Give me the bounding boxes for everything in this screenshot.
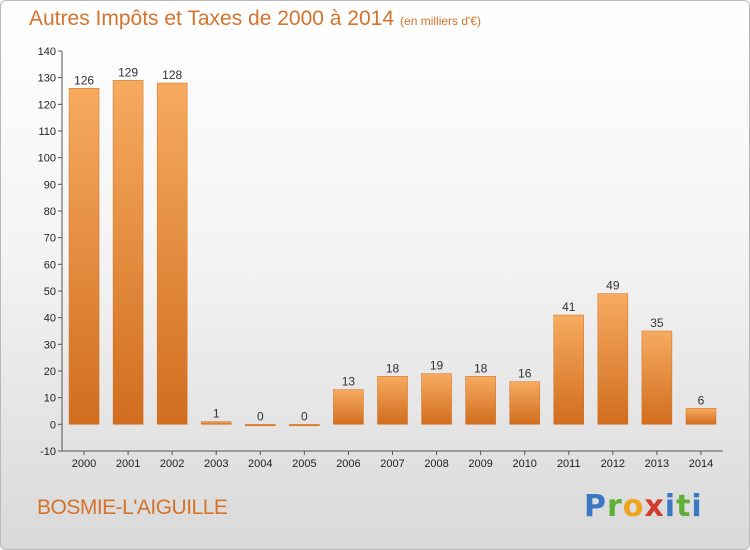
chart-title-text: Autres Impôts et Taxes de 2000 à 2014 [29, 7, 395, 30]
bar-value-label: 41 [562, 300, 576, 314]
x-tick-label: 2005 [292, 458, 316, 470]
y-tick-label: 90 [44, 179, 56, 191]
y-tick-label: 130 [38, 73, 56, 85]
bar-value-label: 35 [650, 316, 664, 330]
chart-unit: (en milliers d'€) [400, 14, 482, 28]
commune-name: BOSMIE-L'AIGUILLE [37, 496, 228, 519]
x-tick-label: 2001 [116, 458, 140, 470]
bar [509, 381, 540, 425]
y-tick-label: 100 [38, 153, 56, 165]
bar [112, 80, 144, 425]
bar [553, 314, 585, 425]
x-tick-label: 2003 [204, 458, 228, 470]
bar [377, 376, 408, 425]
y-tick-label: 80 [44, 206, 56, 218]
bar [597, 293, 629, 425]
bar-value-label: 49 [606, 279, 620, 293]
y-tick-label: -10 [40, 446, 56, 458]
y-tick-label: 60 [44, 259, 56, 271]
bar-value-label: 18 [474, 361, 488, 375]
x-tick-label: 2006 [336, 458, 360, 470]
bar-value-label: 16 [518, 367, 532, 381]
bar-value-label: 129 [118, 65, 138, 79]
x-tick-label: 2002 [160, 458, 184, 470]
y-tick-label: 40 [44, 313, 56, 325]
y-tick-label: 0 [50, 419, 56, 431]
bar-value-label: 1 [213, 407, 220, 421]
bar-value-label: 19 [430, 359, 444, 373]
y-tick-label: 20 [44, 366, 56, 378]
bar-value-label: 128 [162, 68, 182, 82]
x-tick-label: 2009 [468, 458, 492, 470]
x-tick-label: 2004 [248, 458, 272, 470]
bar [421, 373, 452, 425]
bar-value-label: 13 [342, 375, 356, 389]
bar [200, 421, 232, 425]
bar-value-label: 18 [386, 361, 400, 375]
y-tick-label: 50 [44, 286, 56, 298]
bar [685, 408, 717, 425]
x-tick-label: 2000 [72, 458, 96, 470]
bar [68, 88, 100, 425]
y-tick-label: 10 [44, 393, 56, 405]
bar [289, 424, 320, 427]
y-tick-label: 120 [38, 99, 56, 111]
y-tick-label: 30 [44, 339, 56, 351]
y-tick-label: 70 [44, 233, 56, 245]
proxiti-logo[interactable]: Proxiti [584, 489, 703, 524]
bar [245, 424, 276, 427]
x-tick-label: 2012 [601, 458, 625, 470]
bar [156, 82, 188, 425]
x-tick-label: 2013 [645, 458, 669, 470]
x-tick-label: 2014 [689, 458, 713, 470]
x-tick-label: 2010 [512, 458, 536, 470]
bar-value-label: 0 [257, 409, 264, 423]
bar-value-label: 126 [74, 73, 94, 87]
bar [641, 330, 673, 425]
bar [333, 389, 364, 425]
x-tick-label: 2008 [424, 458, 448, 470]
y-tick-label: 110 [38, 126, 56, 138]
x-tick-label: 2007 [380, 458, 404, 470]
y-tick-label: 140 [38, 46, 56, 58]
chart-title: Autres Impôts et Taxes de 2000 à 2014 (en… [29, 7, 481, 31]
bar-value-label: 6 [698, 393, 705, 407]
x-tick-label: 2011 [557, 458, 581, 470]
bar-value-label: 0 [301, 409, 308, 423]
bar [465, 376, 496, 425]
